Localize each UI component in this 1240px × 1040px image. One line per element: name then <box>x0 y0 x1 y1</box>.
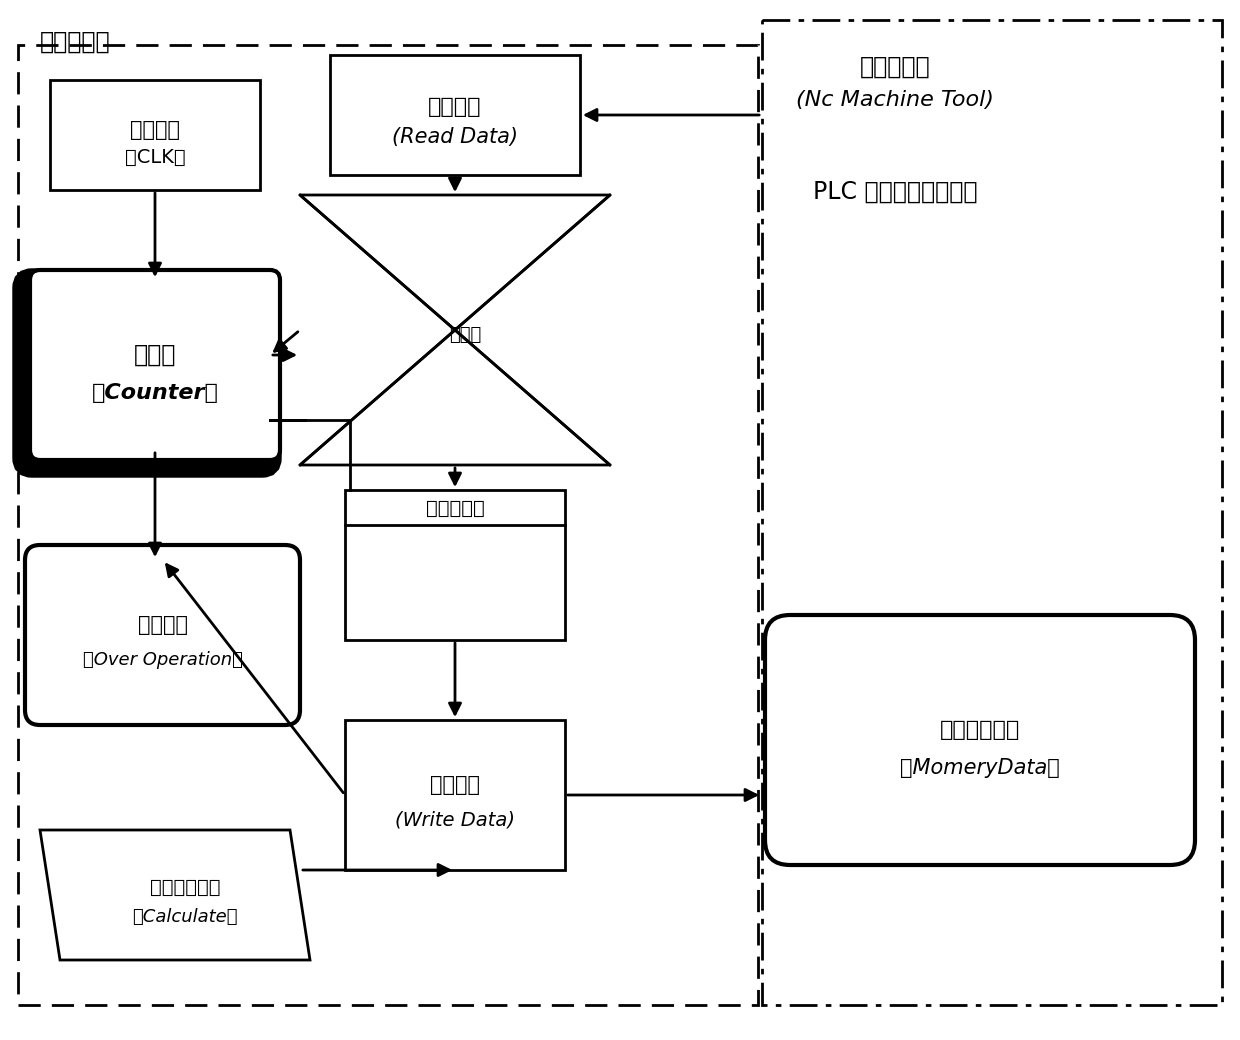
Text: 数据存储模块: 数据存储模块 <box>940 720 1021 740</box>
Text: (Read Data): (Read Data) <box>392 127 518 147</box>
Text: 数据存储区: 数据存储区 <box>425 498 485 518</box>
FancyBboxPatch shape <box>25 545 300 725</box>
FancyBboxPatch shape <box>330 55 580 175</box>
Text: 操作面板侧: 操作面板侧 <box>40 30 110 54</box>
Text: 数控机床侧: 数控机床侧 <box>859 55 930 79</box>
Text: 读取数据: 读取数据 <box>428 97 482 118</box>
Text: (Nc Machine Tool): (Nc Machine Tool) <box>796 90 994 110</box>
FancyBboxPatch shape <box>345 720 565 870</box>
Text: 写入数据: 写入数据 <box>430 775 480 795</box>
FancyBboxPatch shape <box>50 80 260 190</box>
Text: （Calculate）: （Calculate） <box>133 908 238 926</box>
Text: （CLK）: （CLK） <box>125 148 185 166</box>
Text: 外部时钟: 外部时钟 <box>130 120 180 140</box>
Text: （MomeryData）: （MomeryData） <box>900 758 1060 778</box>
Text: （Counter）: （Counter） <box>92 383 218 404</box>
Text: 计数器: 计数器 <box>134 343 176 367</box>
Text: 比较器: 比较器 <box>449 326 481 344</box>
Text: 解密计算操作: 解密计算操作 <box>150 878 221 896</box>
Text: （Over Operation）: （Over Operation） <box>83 651 243 669</box>
Text: 终止运行: 终止运行 <box>138 615 187 635</box>
FancyBboxPatch shape <box>30 270 280 460</box>
FancyBboxPatch shape <box>765 615 1195 865</box>
Text: (Write Data): (Write Data) <box>396 810 515 830</box>
FancyBboxPatch shape <box>345 490 565 640</box>
Text: PLC 程序语言沟通协议: PLC 程序语言沟通协议 <box>812 180 977 204</box>
FancyBboxPatch shape <box>22 278 272 468</box>
